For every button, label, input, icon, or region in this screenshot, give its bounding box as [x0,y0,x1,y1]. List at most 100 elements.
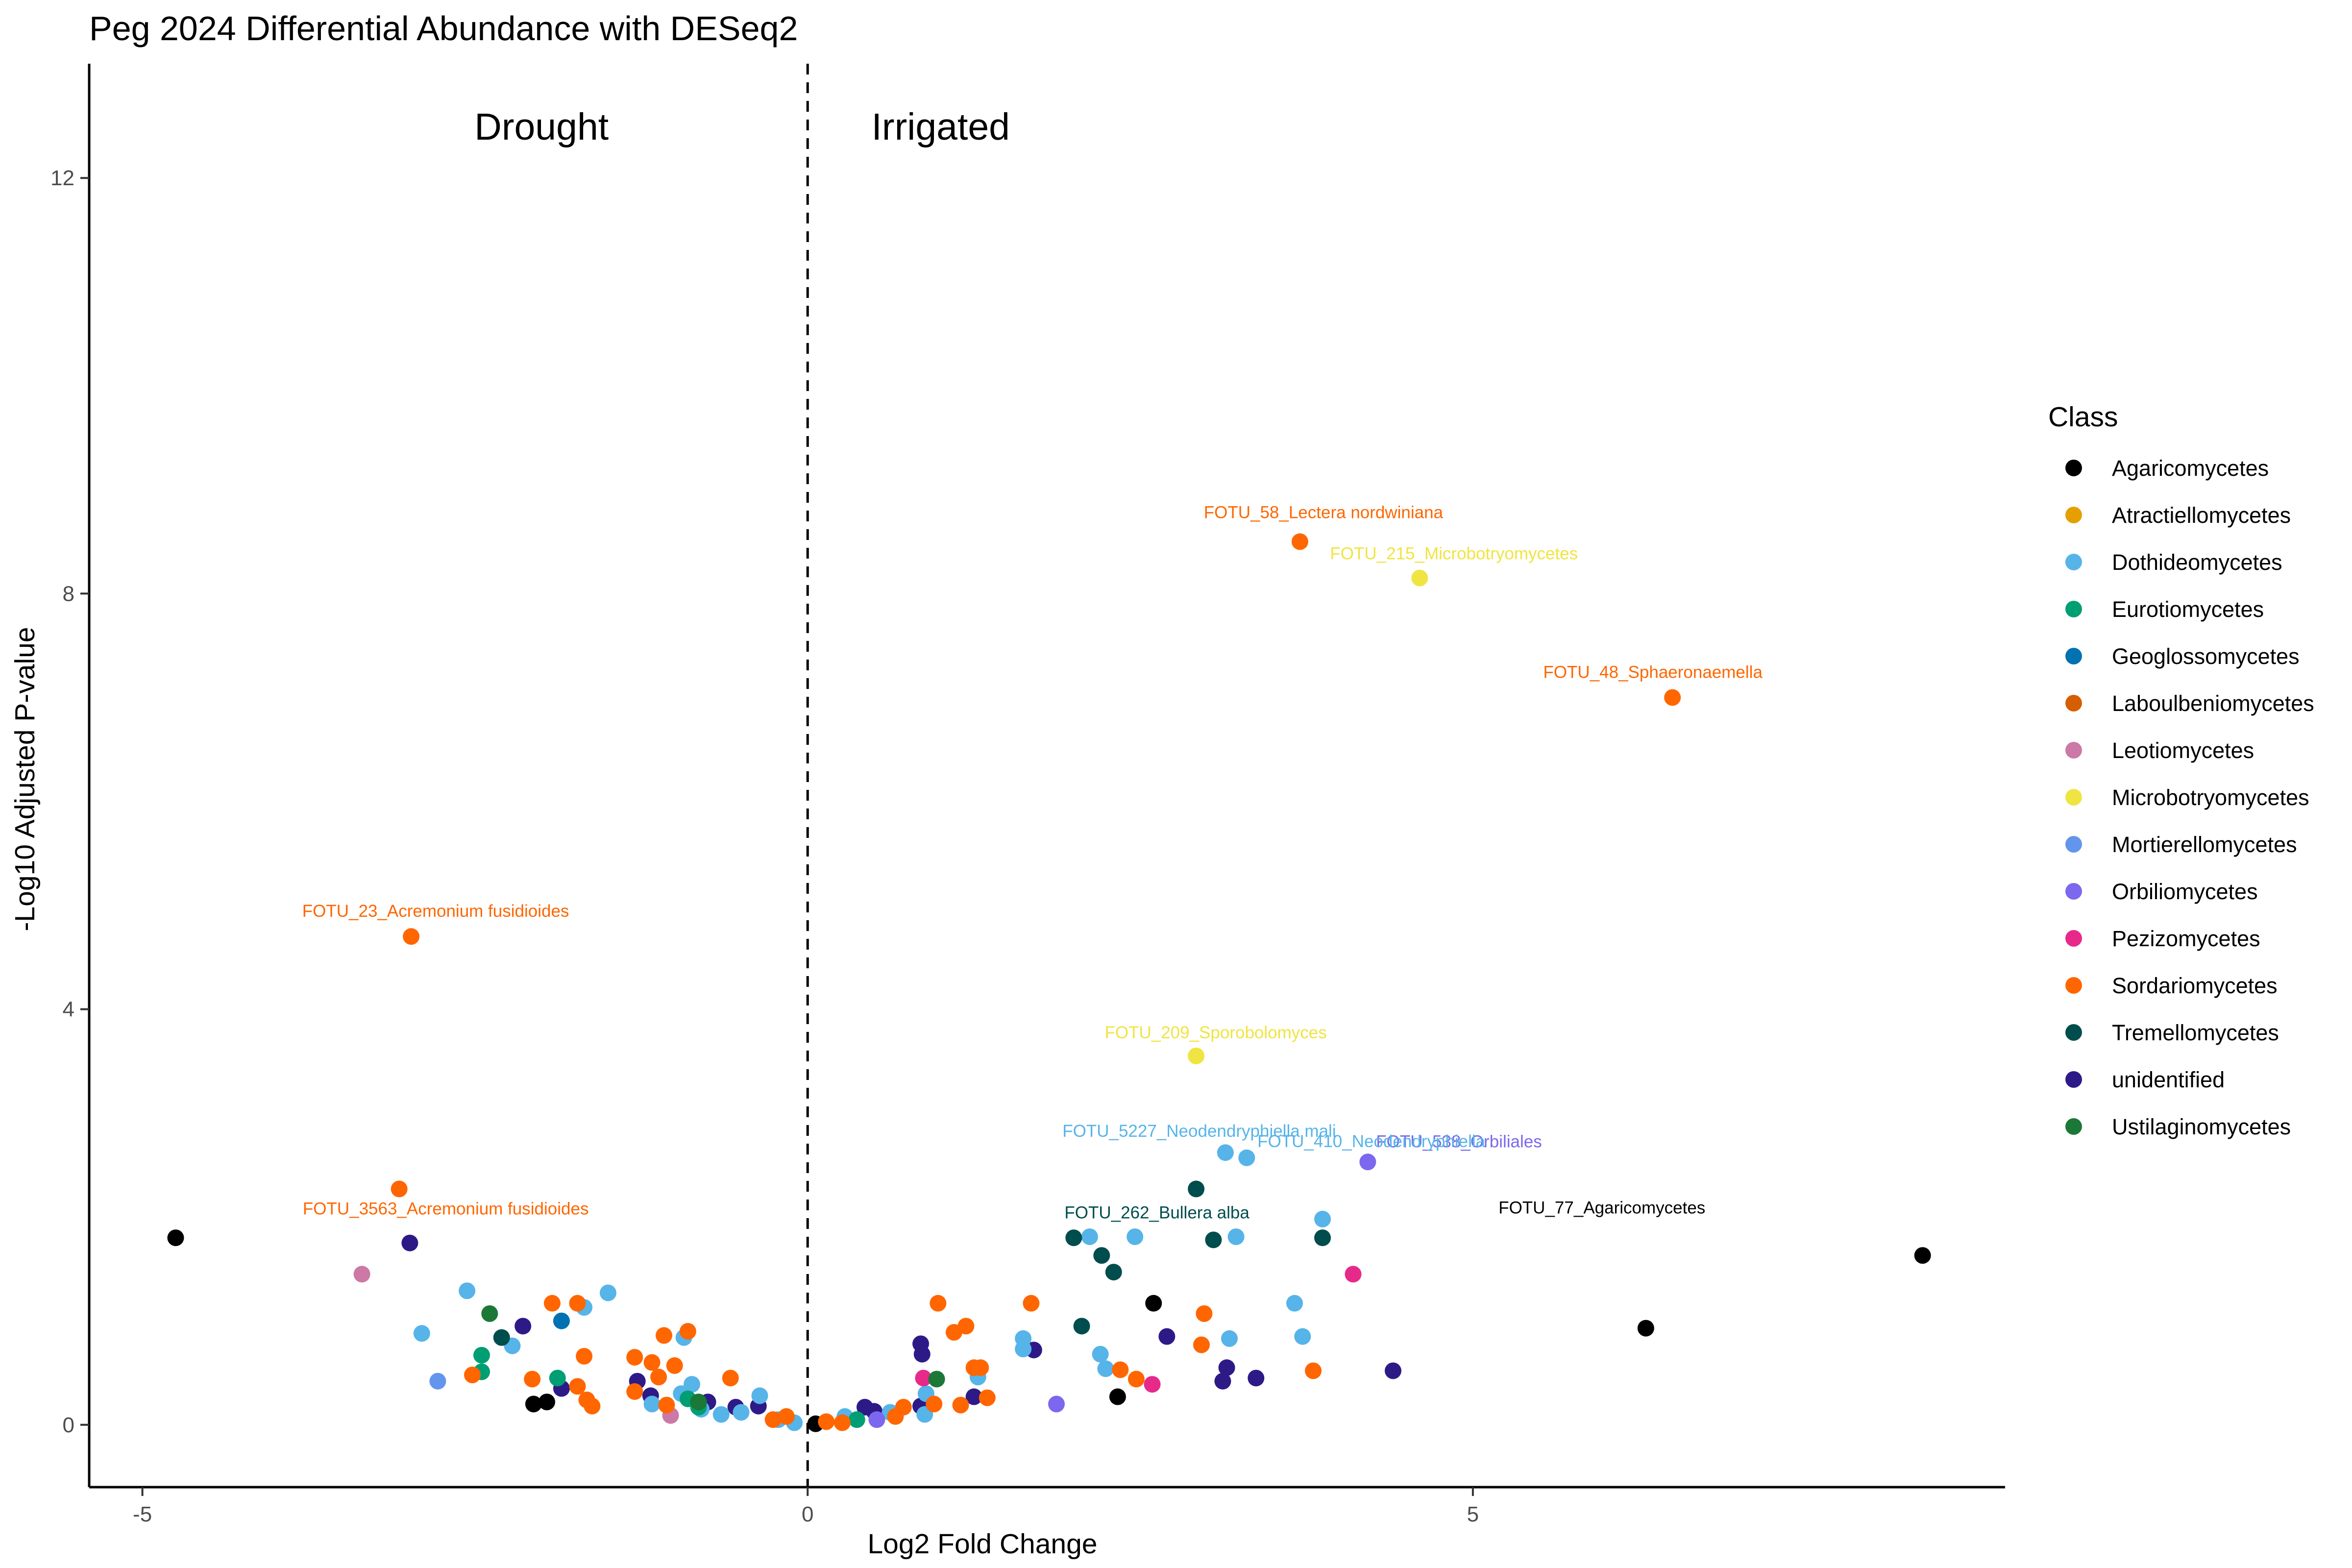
data-point [656,1327,672,1344]
legend-label: Orbiliomycetes [2112,879,2258,904]
data-point [1073,1318,1090,1335]
legend-label: Agaricomycetes [2112,456,2269,481]
y-tick-label: 8 [63,582,74,606]
legend-label: Dothideomycetes [2112,550,2282,575]
data-point [576,1348,593,1365]
data-point [1097,1360,1114,1377]
data-point [1145,1295,1162,1312]
legend-label: Eurotiomycetes [2112,597,2264,622]
y-tick-label: 0 [63,1413,74,1437]
point-label: FOTU_209_Sporobolomyces [1104,1023,1326,1042]
data-point [833,1414,851,1431]
region-label: Drought [474,106,609,148]
data-point [553,1312,570,1329]
data-point [626,1348,643,1366]
data-point [481,1305,498,1322]
data-point [1227,1228,1245,1245]
legend-key [2065,883,2082,900]
data-point [712,1406,730,1423]
legend-key [2065,1118,2082,1135]
data-point [1105,1264,1122,1281]
data-point [1205,1231,1222,1249]
data-point [543,1295,561,1312]
point-label: FOTU_58_Lectera nordwiniana [1204,503,1444,522]
data-point [1294,1328,1311,1345]
x-tick-label: 0 [802,1502,813,1526]
data-point [525,1396,542,1413]
data-point [643,1396,661,1413]
data-point [1411,569,1428,587]
data-point [1221,1330,1238,1347]
x-tick-label: -5 [133,1502,152,1526]
point-label: FOTU_215_Microbotryomycetes [1330,544,1578,564]
data-point [1291,533,1308,550]
data-point [733,1404,750,1421]
data-point [1092,1346,1109,1363]
data-point [868,1411,885,1428]
data-point [679,1323,696,1340]
x-axis-title: Log2 Fold Change [867,1528,1097,1560]
data-point [915,1370,932,1387]
data-point [643,1354,661,1371]
chart-title: Peg 2024 Differential Abundance with DES… [89,9,798,48]
data-point [979,1389,996,1406]
data-point [569,1295,586,1312]
data-point [684,1376,701,1393]
data-point [584,1397,601,1415]
data-point [1305,1362,1322,1379]
point-label: FOTU_538_Orbiliales [1376,1132,1542,1151]
data-point [353,1266,370,1283]
legend-title: Class [2048,401,2118,433]
data-point [1384,1362,1401,1379]
data-point [1214,1372,1231,1390]
legend-key [2065,836,2082,853]
data-point [401,1234,418,1251]
data-point [1314,1210,1331,1227]
data-point [1127,1228,1144,1245]
data-point [599,1284,616,1301]
legend-label: Laboulbeniomycetes [2112,691,2314,716]
point-label: FOTU_23_Acremonium fusidioides [302,902,569,921]
point-label: FOTU_410_Neodendryphiella [1257,1132,1486,1151]
data-point [751,1387,768,1404]
legend: Class Agaricomycetes Atractiellomycetes Do… [2048,401,2314,1139]
data-point [972,1359,989,1376]
data-point [626,1383,643,1400]
data-point [1664,689,1681,706]
data-point [1158,1328,1176,1345]
data-point [413,1325,430,1342]
legend-label: Ustilaginomycetes [2112,1114,2291,1139]
legend-key [2065,507,2082,523]
data-point [1637,1320,1654,1337]
legend-key [2065,1024,2082,1041]
data-point [1914,1247,1931,1264]
data-point [539,1394,556,1411]
data-point [1188,1048,1205,1065]
data-point [1238,1149,1255,1166]
data-point [1217,1144,1234,1161]
point-label: FOTU_5227_Neodendryphiella mali [1062,1122,1336,1141]
legend-label: Geoglossomycetes [2112,644,2300,669]
legend-label: Atractiellomycetes [2112,503,2291,528]
legend-label: Leotiomycetes [2112,738,2254,763]
data-point [391,1180,408,1198]
plot-area: -5 0 5 0 4 8 12 Drought Irrigated FOTU_58_Lectera… [50,64,2005,1526]
data-point [658,1396,675,1414]
data-point [1144,1376,1161,1393]
data-point [764,1411,782,1428]
legend-key [2065,1071,2082,1088]
data-point [514,1318,532,1335]
data-point [1345,1266,1362,1283]
legend-label: Mortierellomycetes [2112,832,2297,857]
legend-key [2065,648,2082,664]
data-point [473,1347,490,1364]
data-point [429,1372,446,1390]
data-point [1048,1396,1065,1413]
x-tick-label: 5 [1467,1502,1479,1526]
y-tick-label: 12 [50,166,74,190]
point-label: FOTU_262_Bullera alba [1064,1203,1250,1222]
y-axis-title: -Log10 Adjusted P-value [9,627,41,931]
data-point [1314,1229,1331,1247]
data-point [167,1229,184,1247]
data-point [1218,1359,1235,1376]
